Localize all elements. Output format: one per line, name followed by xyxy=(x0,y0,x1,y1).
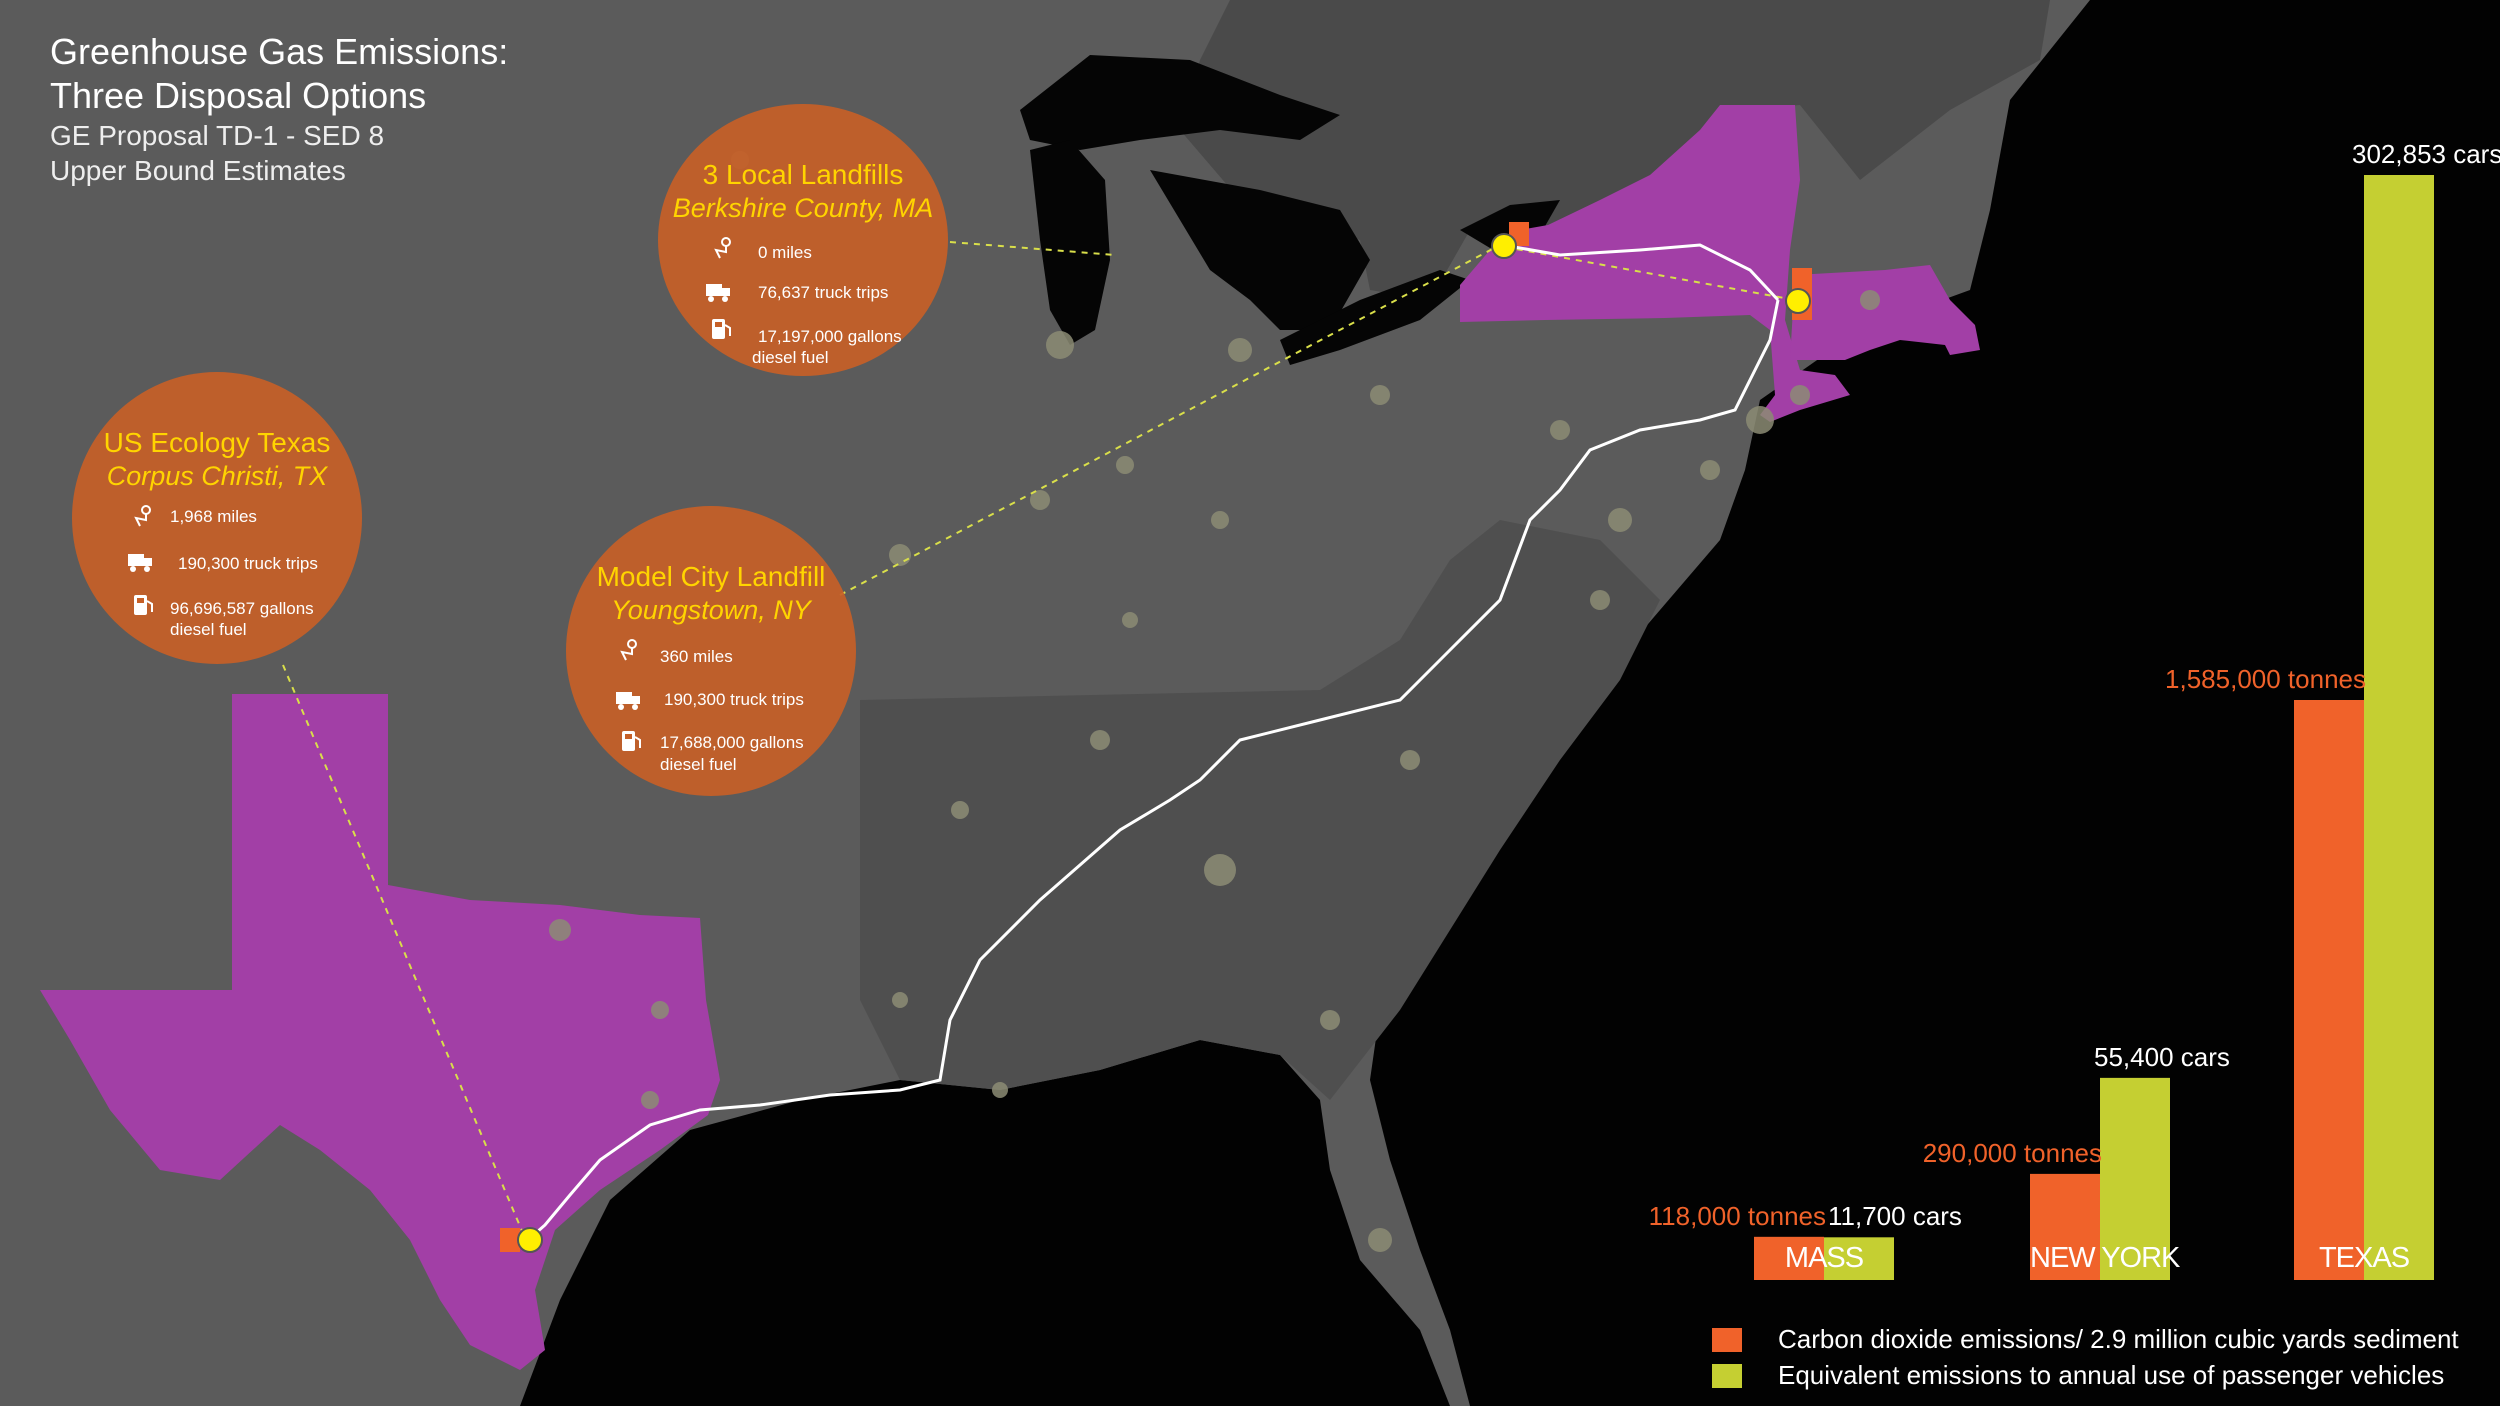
atlantic-ocean xyxy=(1370,0,2500,1406)
fuel-pump-icon xyxy=(622,731,641,751)
truck-routes xyxy=(527,243,1780,1242)
title-block: Greenhouse Gas Emissions: Three Disposal… xyxy=(50,30,508,188)
option-bubble-local-landfills: 3 Local Landfills Berkshire County, MA 0… xyxy=(658,104,948,376)
site-markers xyxy=(500,222,1812,1253)
truck-trips-stat: 190,300 truck trips xyxy=(664,690,804,709)
route-pin-icon xyxy=(620,639,637,661)
fuel-unit: diesel fuel xyxy=(170,620,247,639)
fuel-stat: 17,688,000 gallons xyxy=(660,733,804,752)
option-place: Berkshire County, MA xyxy=(672,193,934,223)
co2-value-label: 118,000 tonnes xyxy=(1648,1200,1826,1231)
fuel-unit: diesel fuel xyxy=(660,755,737,774)
state-new-york xyxy=(1460,105,1850,422)
southeast-region xyxy=(860,520,1660,1100)
truck-trips-stat: 190,300 truck trips xyxy=(178,554,318,573)
lake-superior xyxy=(1020,55,1340,150)
cars-value-label: 302,853 cars xyxy=(2352,139,2500,169)
subtitle-line-2: Upper Bound Estimates xyxy=(50,155,346,186)
distance-stat: 360 miles xyxy=(660,647,733,666)
distance-stat: 0 miles xyxy=(758,243,812,262)
gulf-of-mexico xyxy=(520,1040,1450,1406)
cars-value-label: 11,700 cars xyxy=(1828,1200,1962,1231)
lake-erie xyxy=(1280,270,1470,365)
bar-cars-mass xyxy=(1824,1237,1894,1280)
bar-co2-new-york xyxy=(2030,1173,2100,1280)
legend-label-co2: Carbon dioxide emissions/ 2.9 million cu… xyxy=(1778,1324,2459,1354)
option-bubble-model-city-landfill: Model City Landfill Youngstown, NY 360 m… xyxy=(566,506,856,796)
bar-cars-new-york xyxy=(2100,1077,2170,1280)
title-line-2: Three Disposal Options xyxy=(50,75,427,116)
truck-icon xyxy=(616,692,640,710)
title-line-1: Greenhouse Gas Emissions: xyxy=(50,31,509,72)
canada-region xyxy=(1180,0,2050,300)
distance-stat: 1,968 miles xyxy=(170,507,257,526)
subtitle-line-1: GE Proposal TD-1 - SED 8 xyxy=(50,120,385,151)
option-place: Corpus Christi, TX xyxy=(106,461,328,491)
category-label: NEW YORK xyxy=(2030,1242,2180,1274)
emissions-bar-chart xyxy=(1754,175,2434,1280)
route-pin-icon xyxy=(714,237,731,259)
route-pin-icon xyxy=(134,505,151,527)
fuel-unit: diesel fuel xyxy=(752,348,829,367)
option-bubble-us-ecology-texas: US Ecology Texas Corpus Christi, TX 1,96… xyxy=(72,372,362,664)
co2-value-label: 290,000 tonnes xyxy=(1922,1137,2102,1168)
lake-michigan xyxy=(1030,140,1110,345)
lake-huron xyxy=(1150,170,1370,330)
truck-icon xyxy=(706,284,730,302)
bar-co2-texas xyxy=(2294,700,2364,1280)
legend-swatch-cars xyxy=(1712,1364,1742,1388)
co2-value-label: 1,585,000 tonnes xyxy=(2165,664,2366,694)
bar-cars-texas xyxy=(2364,175,2434,1280)
legend-swatch-co2 xyxy=(1712,1328,1742,1352)
bar-co2-mass xyxy=(1754,1236,1824,1280)
state-massachusetts xyxy=(1790,265,1980,360)
fuel-pump-icon xyxy=(712,319,731,339)
option-name: Model City Landfill xyxy=(596,561,826,592)
truck-trips-stat: 76,637 truck trips xyxy=(758,283,889,302)
state-texas xyxy=(40,694,720,1370)
legend-label-cars: Equivalent emissions to annual use of pa… xyxy=(1778,1360,2445,1390)
connector-lines xyxy=(282,241,1796,1239)
option-name: US Ecology Texas xyxy=(103,427,331,458)
fuel-stat: 96,696,587 gallons xyxy=(170,599,314,618)
fuel-pump-icon xyxy=(134,595,153,615)
option-place: Youngstown, NY xyxy=(611,595,811,625)
category-label: MASS xyxy=(1784,1242,1864,1274)
truck-icon xyxy=(128,554,152,572)
category-label: TEXAS xyxy=(2318,1242,2410,1274)
cars-value-label: 55,400 cars xyxy=(2094,1041,2230,1072)
fuel-stat: 17,197,000 gallons xyxy=(758,327,902,346)
option-name: 3 Local Landfills xyxy=(702,159,904,190)
